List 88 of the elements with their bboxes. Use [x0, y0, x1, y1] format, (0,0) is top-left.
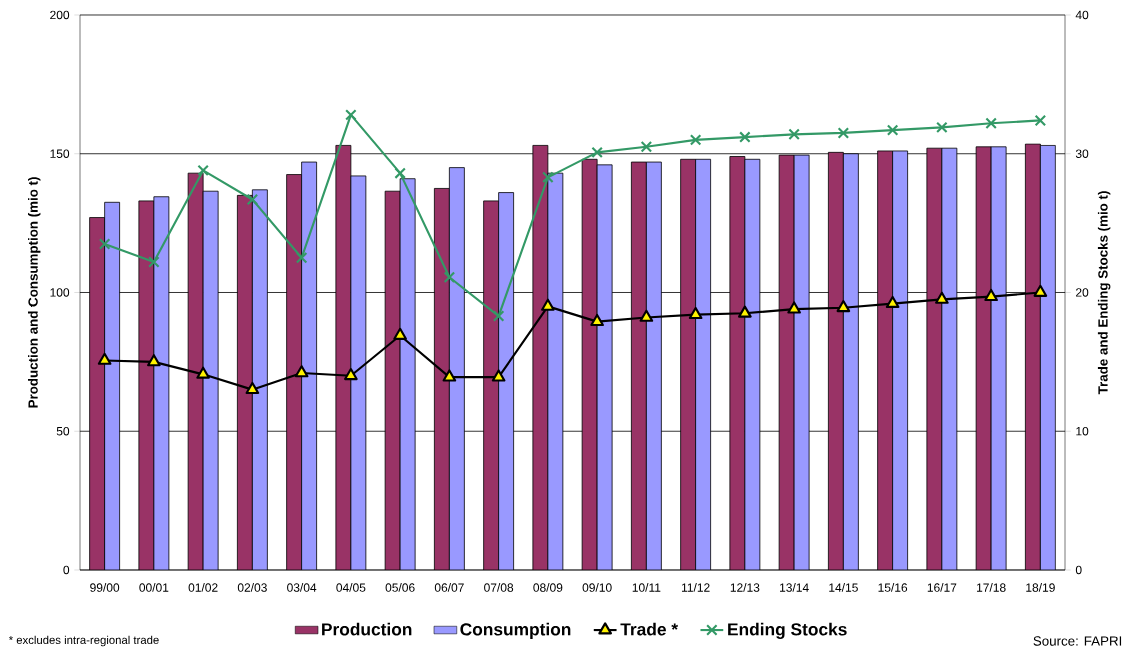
- y-axis-title: Production and Consumption (mio t): [28, 177, 41, 408]
- point: [197, 164, 209, 177]
- legend-label: Ending Stocks: [728, 622, 847, 639]
- point: [443, 271, 456, 284]
- point: [147, 354, 161, 367]
- point: [885, 295, 900, 308]
- bar: [498, 192, 515, 570]
- y-tick-label: 100: [50, 288, 70, 297]
- x-tick-label: 11/12: [681, 583, 710, 592]
- x-tick-label: 05/06: [385, 583, 415, 592]
- x-tick-label: 12/13: [730, 583, 760, 592]
- point: [344, 368, 358, 381]
- point: [936, 121, 948, 134]
- point: [1033, 284, 1048, 297]
- point: [788, 128, 800, 141]
- source-note: Source: FAPRI: [1033, 636, 1122, 646]
- x-tick-label: 03/04: [287, 583, 317, 592]
- x-tick-label: 01/02: [188, 583, 218, 592]
- legend-label: Trade *: [620, 622, 679, 636]
- point: [148, 256, 160, 268]
- point: [738, 305, 752, 318]
- x-tick-label: 09/10: [582, 583, 612, 592]
- point: [491, 369, 506, 382]
- x-tick-label: 14/15: [829, 583, 858, 592]
- point: [295, 252, 308, 264]
- x-tick-label: 02/03: [237, 583, 267, 592]
- point: [836, 300, 851, 313]
- x-tick-label: 00/01: [139, 583, 169, 592]
- x-tick-label: 08/09: [533, 583, 563, 592]
- point: [837, 127, 850, 139]
- x-tick-label: 04/05: [336, 583, 366, 592]
- point: [739, 131, 751, 143]
- point: [640, 141, 653, 153]
- x-tick-label: 16/17: [927, 583, 957, 592]
- point: [98, 238, 111, 250]
- x-tick-label: 13/14: [780, 583, 809, 592]
- y2-tick-label: 30: [1075, 149, 1089, 158]
- point: [245, 381, 260, 395]
- bar: [892, 150, 909, 570]
- point: [492, 310, 505, 322]
- point: [787, 301, 801, 314]
- text: * excludes intra-regional trade: [8, 635, 159, 647]
- y2-tick-label: 0: [1075, 565, 1082, 575]
- point: [688, 306, 703, 320]
- point: [886, 124, 899, 136]
- point: [985, 117, 997, 129]
- point: [196, 366, 210, 379]
- point: [689, 134, 702, 146]
- point: [542, 171, 554, 184]
- y2-tick-label: 40: [1075, 10, 1089, 20]
- point: [393, 327, 407, 340]
- legend-label: Consumption: [460, 622, 571, 639]
- y-tick-label: 50: [56, 426, 70, 436]
- bar: [1039, 145, 1056, 570]
- x-tick-label: 10/11: [632, 583, 661, 592]
- point: [97, 352, 112, 365]
- x-tick-label: 15/16: [878, 583, 908, 592]
- point: [345, 109, 357, 121]
- x-tick-label: 17/18: [977, 583, 1006, 592]
- point: [294, 365, 309, 378]
- bar: [251, 189, 268, 570]
- x-tick-label: 06/07: [434, 583, 464, 592]
- point: [639, 309, 654, 322]
- bar: [448, 167, 465, 570]
- point: [590, 313, 604, 327]
- y2-axis-title: Trade and Ending Stocks (mio t): [1097, 191, 1111, 395]
- bar: [842, 153, 859, 570]
- point: [591, 146, 603, 159]
- point: [984, 288, 998, 302]
- y-tick-label: 0: [63, 565, 70, 575]
- point: [935, 291, 949, 304]
- legend-label: Production: [322, 622, 412, 636]
- x-tick-label: 99/00: [90, 583, 120, 592]
- bar: [645, 161, 662, 570]
- y2-tick-label: 10: [1076, 426, 1089, 436]
- bar: [301, 161, 318, 570]
- point: [394, 167, 406, 179]
- y2-tick-label: 20: [1076, 288, 1089, 297]
- point: [1034, 114, 1047, 127]
- y-tick-label: 150: [50, 149, 70, 158]
- bar: [104, 201, 121, 570]
- point: [442, 369, 457, 382]
- point: [541, 298, 555, 311]
- point: [246, 193, 259, 206]
- x-tick-label: 18/19: [1026, 583, 1055, 592]
- x-tick-label: 07/08: [484, 583, 514, 592]
- bar: [695, 158, 712, 570]
- y-tick-label: 200: [50, 10, 70, 20]
